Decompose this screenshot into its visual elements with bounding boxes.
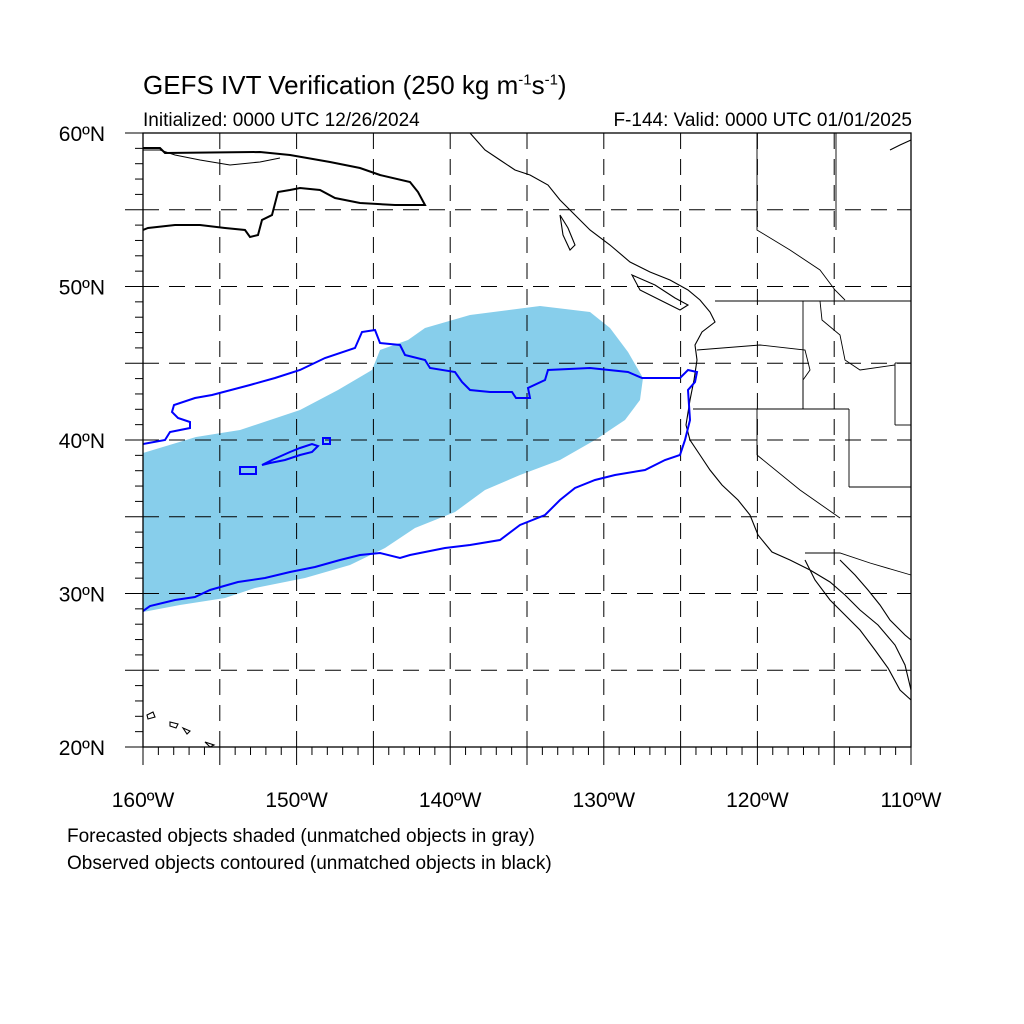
lon-label: 140ºW <box>419 789 482 812</box>
legend-observed-note: Observed objects contoured (unmatched ob… <box>67 853 552 874</box>
initialized-label: Initialized: 0000 UTC 12/26/2024 <box>143 110 420 131</box>
lon-label: 130ºW <box>573 789 636 812</box>
longitude-labels: 160ºW 150ºW 140ºW 130ºW 120ºW 110ºW <box>112 789 942 812</box>
lat-label: 20ºN <box>59 737 105 760</box>
title-main: GEFS IVT Verification (250 kg m <box>143 70 519 100</box>
lat-label: 30ºN <box>59 584 105 607</box>
title-mid: s <box>531 70 545 100</box>
axis-ticks <box>125 132 912 765</box>
lon-label: 110ºW <box>881 789 942 812</box>
valid-label: F-144: Valid: 0000 UTC 01/01/2025 <box>613 110 912 131</box>
map-title: GEFS IVT Verification (250 kg m-1s-1) <box>143 70 567 101</box>
observed-object-matched-small <box>239 437 331 475</box>
lat-label: 50ºN <box>59 277 105 300</box>
forecast-object-shading <box>143 306 643 612</box>
graticule <box>143 133 911 747</box>
lat-label: 40ºN <box>59 430 105 453</box>
title-sup-1: -1 <box>518 71 532 89</box>
lat-label: 60ºN <box>59 123 105 146</box>
lon-label: 150ºW <box>265 789 328 812</box>
latitude-labels: 20ºN 30ºN 40ºN 50ºN 60ºN <box>59 123 105 760</box>
lon-label: 120ºW <box>726 789 789 812</box>
legend-forecast-note: Forecasted objects shaded (unmatched obj… <box>67 826 535 847</box>
lon-label: 160ºW <box>112 789 175 812</box>
observed-object-matched <box>143 328 699 612</box>
observed-object-unmatched <box>143 147 427 239</box>
coastline <box>143 132 912 748</box>
title-end: ) <box>557 70 567 100</box>
political-borders <box>693 133 912 576</box>
title-sup-2: -1 <box>544 71 558 89</box>
